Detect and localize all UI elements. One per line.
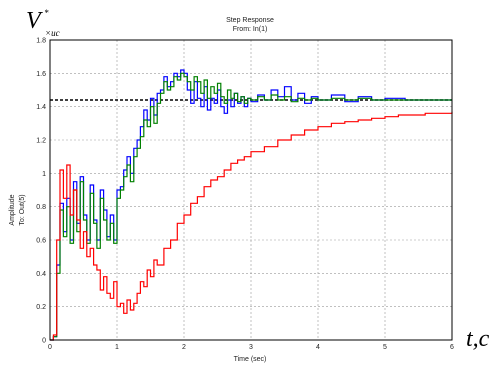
x-tick-label: 0 xyxy=(48,344,52,351)
x-tick-label: 5 xyxy=(383,344,387,351)
x-tick-label: 4 xyxy=(316,344,320,351)
y-axis-label: Amplitude xyxy=(9,194,16,225)
series-line-green xyxy=(50,72,452,341)
y-tick-label: 0.8 xyxy=(36,204,46,211)
corner-x-label: t,c xyxy=(466,326,490,352)
chart-title: Step Response xyxy=(226,17,274,24)
plot-frame xyxy=(49,39,453,341)
y-axis-label-output: To: Out(5) xyxy=(19,194,26,225)
y-tick-label: 0.2 xyxy=(36,304,46,311)
y-tick-label: 0.6 xyxy=(36,238,46,245)
x-tick-label: 2 xyxy=(182,344,186,351)
series-line-red xyxy=(50,111,453,341)
x-tick-label: 3 xyxy=(249,344,253,351)
y-tick-labels: 0 0.2 0.4 0.6 0.8 1 1.2 1.4 1.6 1.8 xyxy=(36,38,46,345)
y-tick-label: 0 xyxy=(42,338,46,345)
series-group xyxy=(50,69,453,341)
x-axis-label: Time (sec) xyxy=(234,356,267,363)
y-tick-label: 1.2 xyxy=(36,138,46,145)
corner-y-label: V * ×ис xyxy=(26,8,60,38)
y-tick-label: 0.4 xyxy=(36,271,46,278)
x-tick-labels: 0 1 2 3 4 5 6 xyxy=(48,344,454,351)
corner-y-label-sup: * xyxy=(44,8,49,18)
chart-subtitle: From: In(1) xyxy=(233,26,268,33)
x-tick-label: 1 xyxy=(115,344,119,351)
corner-y-label-main: V xyxy=(26,8,43,34)
y-tick-label: 1.6 xyxy=(36,71,46,78)
y-tick-label: 1.4 xyxy=(36,104,46,111)
y-tick-label: 1.8 xyxy=(36,38,46,45)
y-tick-label: 1 xyxy=(42,171,46,178)
corner-y-label-sub: ×ис xyxy=(45,28,60,38)
x-tick-label: 6 xyxy=(450,344,454,351)
